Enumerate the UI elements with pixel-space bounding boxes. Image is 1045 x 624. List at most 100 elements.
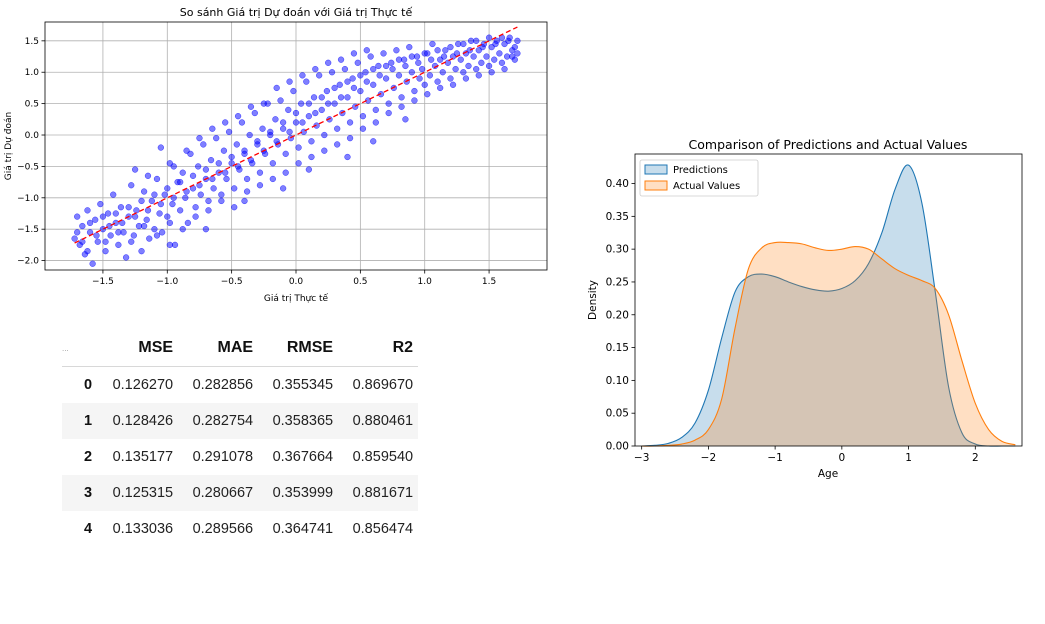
kde-x-label: Age <box>818 468 838 480</box>
scatter-point <box>370 65 377 73</box>
scatter-reference-line <box>74 26 518 244</box>
scatter-point <box>415 59 422 66</box>
scatter-point <box>398 103 405 110</box>
cell-mae: 0.291078 <box>192 449 254 465</box>
scatter-y-tick-label: −2.0 <box>17 257 39 267</box>
scatter-reference-line-path <box>74 26 518 244</box>
scatter-point <box>297 100 305 107</box>
scatter-point <box>375 62 382 70</box>
legend-swatch-actual-values <box>644 180 668 191</box>
table-row: 1 0.128426 0.282754 0.358365 0.880461 <box>62 403 419 439</box>
scatter-point <box>334 125 341 132</box>
scatter-point <box>195 163 202 170</box>
scatter-point <box>209 125 216 132</box>
scatter-point <box>447 43 454 51</box>
scatter-point <box>97 200 104 208</box>
scatter-point <box>479 43 486 51</box>
scatter-point <box>213 135 220 142</box>
scatter-point <box>465 62 472 70</box>
scatter-point <box>231 204 238 211</box>
metrics-corner: ... <box>62 330 99 367</box>
kde-x-tick-label: 1 <box>905 452 912 464</box>
scatter-point <box>359 113 367 120</box>
row-index: 4 <box>84 521 93 537</box>
kde-fill-actual-values <box>641 242 1016 447</box>
scatter-point <box>295 160 302 167</box>
scatter-point <box>223 175 230 183</box>
scatter-point <box>184 219 192 227</box>
scatter-point <box>372 119 379 126</box>
cell-rmse: 0.364741 <box>272 521 334 537</box>
scatter-point <box>511 43 518 51</box>
scatter-point <box>357 87 364 95</box>
scatter-point <box>321 131 328 139</box>
scatter-point <box>112 210 119 217</box>
scatter-point <box>305 113 313 120</box>
scatter-point <box>79 222 86 230</box>
scatter-point <box>170 163 177 170</box>
scatter-point <box>357 72 364 79</box>
scatter-point <box>207 156 215 164</box>
scatter-title: So sánh Giá trị Dự đoán với Giá trị Thực… <box>180 6 413 19</box>
scatter-point <box>491 56 498 63</box>
scatter-point <box>388 59 395 66</box>
scatter-point <box>406 43 413 51</box>
cell-mae: 0.289566 <box>192 521 254 537</box>
scatter-point <box>157 200 164 208</box>
kde-areas <box>641 164 1016 447</box>
scatter-x-tick-label: −1.0 <box>156 277 178 287</box>
scatter-point <box>115 229 122 236</box>
scatter-point <box>310 94 318 101</box>
scatter-x-ticks: −1.5 −1.0 −0.5 0.0 0.5 1.0 1.5 <box>92 270 496 287</box>
scatter-point <box>282 150 289 157</box>
scatter-point <box>146 235 153 242</box>
scatter-x-tick-label: −0.5 <box>221 277 243 287</box>
scatter-point <box>71 235 78 242</box>
scatter-point <box>192 204 199 211</box>
scatter-point <box>370 138 377 145</box>
legend-swatch-predictions <box>644 164 668 175</box>
scatter-point <box>363 47 370 54</box>
scatter-point <box>421 50 428 57</box>
scatter-point <box>183 147 190 154</box>
scatter-point <box>93 232 100 239</box>
scatter-point <box>140 222 148 230</box>
scatter-point <box>312 65 319 73</box>
scatter-point <box>233 141 240 148</box>
kde-fill-predictions <box>641 164 1016 447</box>
scatter-y-ticks: −2.0 −1.5 −1.0 −0.5 0.0 0.5 1.0 1.5 <box>17 37 45 267</box>
scatter-point <box>222 169 229 176</box>
scatter-point <box>408 53 415 60</box>
scatter-point <box>470 53 477 60</box>
scatter-point <box>151 191 158 198</box>
scatter-point <box>426 72 434 79</box>
cell-rmse: 0.353999 <box>258 475 339 511</box>
scatter-point <box>241 147 248 154</box>
scatter-point <box>334 141 341 148</box>
scatter-point <box>279 119 287 126</box>
cell-rmse: 0.367664 <box>272 449 334 465</box>
scatter-point <box>200 141 207 148</box>
scatter-point <box>99 226 107 233</box>
kde-x-tick-label: −3 <box>634 452 649 464</box>
scatter-point <box>225 128 233 136</box>
scatter-point <box>473 37 480 44</box>
scatter-point <box>442 47 449 54</box>
cell-mse: 0.125315 <box>98 475 179 511</box>
scatter-point <box>395 56 403 63</box>
scatter-point <box>514 37 521 44</box>
scatter-point <box>421 81 428 88</box>
scatter-point <box>325 59 332 66</box>
scatter-point <box>462 75 470 82</box>
metrics-header-rmse: RMSE <box>258 330 339 367</box>
scatter-point <box>246 131 253 139</box>
scatter-point <box>328 69 336 76</box>
kde-y-tick-label: 0.30 <box>606 244 629 256</box>
scatter-point <box>102 238 109 245</box>
kde-chart: Comparison of Predictions and Actual Val… <box>587 137 1023 480</box>
scatter-point <box>501 65 508 73</box>
scatter-point <box>282 169 289 176</box>
scatter-point <box>177 178 184 186</box>
scatter-point <box>179 169 186 176</box>
scatter-x-label: Giá trị Thực tế <box>264 293 329 304</box>
